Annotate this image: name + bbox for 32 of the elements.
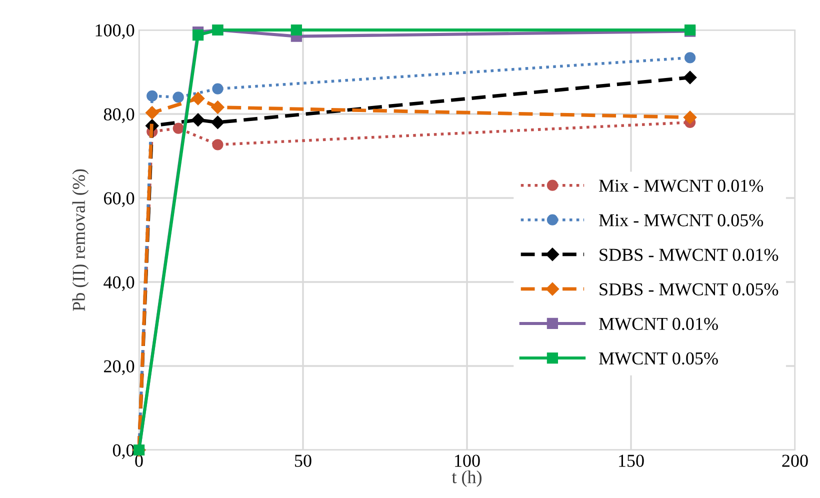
point xyxy=(172,122,184,134)
y-tick-label: 80,0 xyxy=(104,108,134,124)
legend-label: Mix - MWCNT 0.01% xyxy=(599,180,764,192)
x-tick-label: 100 xyxy=(455,454,480,467)
point xyxy=(683,110,697,124)
point xyxy=(212,139,224,150)
legend-label: Mix - MWCNT 0.05% xyxy=(599,214,764,226)
point xyxy=(191,113,205,126)
x-axis-title: t (h) xyxy=(452,470,482,487)
y-tick-label: 60,0 xyxy=(104,192,134,208)
legend-label: SDBS - MWCNT 0.05% xyxy=(600,283,778,296)
point xyxy=(290,24,302,36)
point xyxy=(146,106,159,120)
x-tick-label: 150 xyxy=(619,454,644,467)
legend-label: MWCNT 0.05% xyxy=(599,352,718,365)
legend-label: SDBS - MWCNT 0.01% xyxy=(600,248,778,261)
x-tick-label: 200 xyxy=(782,454,808,467)
x-tick-label: 50 xyxy=(295,454,312,467)
legend-label: MWCNT 0.01% xyxy=(599,318,718,330)
point xyxy=(684,52,696,64)
point xyxy=(191,92,205,106)
y-tick-label: 100,0 xyxy=(96,24,134,40)
y-tick-label: 20,0 xyxy=(104,360,134,376)
y-axis-title: Pb (II) removal (%) xyxy=(72,169,89,311)
point xyxy=(172,92,184,103)
point xyxy=(211,100,224,114)
y-tick-label: 40,0 xyxy=(104,276,134,292)
point xyxy=(146,90,158,102)
point xyxy=(683,70,697,84)
point xyxy=(192,29,204,41)
point xyxy=(212,83,224,94)
point xyxy=(211,116,224,129)
